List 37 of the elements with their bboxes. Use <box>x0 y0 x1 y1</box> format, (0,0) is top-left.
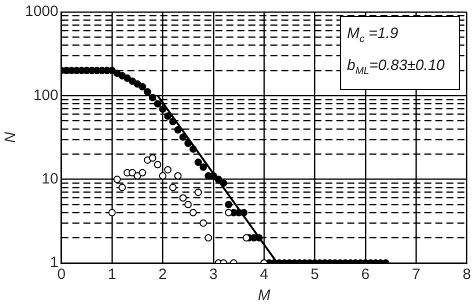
point <box>224 208 232 216</box>
point <box>179 194 187 202</box>
point <box>118 184 126 192</box>
point <box>108 208 116 216</box>
point <box>113 176 121 184</box>
point <box>128 169 136 176</box>
point <box>148 154 156 162</box>
point <box>204 234 212 242</box>
point <box>200 219 207 227</box>
point <box>194 188 202 196</box>
point <box>164 166 172 174</box>
y-axis-title: N <box>2 132 20 143</box>
annotation: b$_{ML}$=0.83±0.10 <box>347 57 445 77</box>
point <box>169 184 177 192</box>
x-tick-label: 0 <box>57 266 66 284</box>
x-tick-label: 3 <box>209 266 218 284</box>
point <box>174 172 182 180</box>
x-tick-label: 5 <box>310 266 319 284</box>
y-tick-label: 100 <box>33 86 58 104</box>
x-tick-label: 8 <box>462 266 471 284</box>
x-tick-label: 2 <box>158 266 167 284</box>
x-tick-label: 1 <box>108 266 116 284</box>
point <box>159 172 166 180</box>
point <box>189 208 197 216</box>
annotation: M$_{c}$ =1.9 <box>347 25 398 45</box>
point <box>134 172 142 180</box>
point <box>138 169 146 176</box>
y-tick-label: 10 <box>42 170 58 188</box>
y-tick-label: 1 <box>50 254 58 272</box>
point <box>242 234 250 242</box>
point <box>184 200 192 208</box>
x-tick-label: 4 <box>260 266 268 284</box>
point <box>154 160 162 168</box>
y-tick-label: 1000 <box>24 3 58 20</box>
x-tick-label: 7 <box>412 266 420 284</box>
x-axis-title: M <box>258 287 271 304</box>
x-tick-label: 6 <box>361 266 370 284</box>
